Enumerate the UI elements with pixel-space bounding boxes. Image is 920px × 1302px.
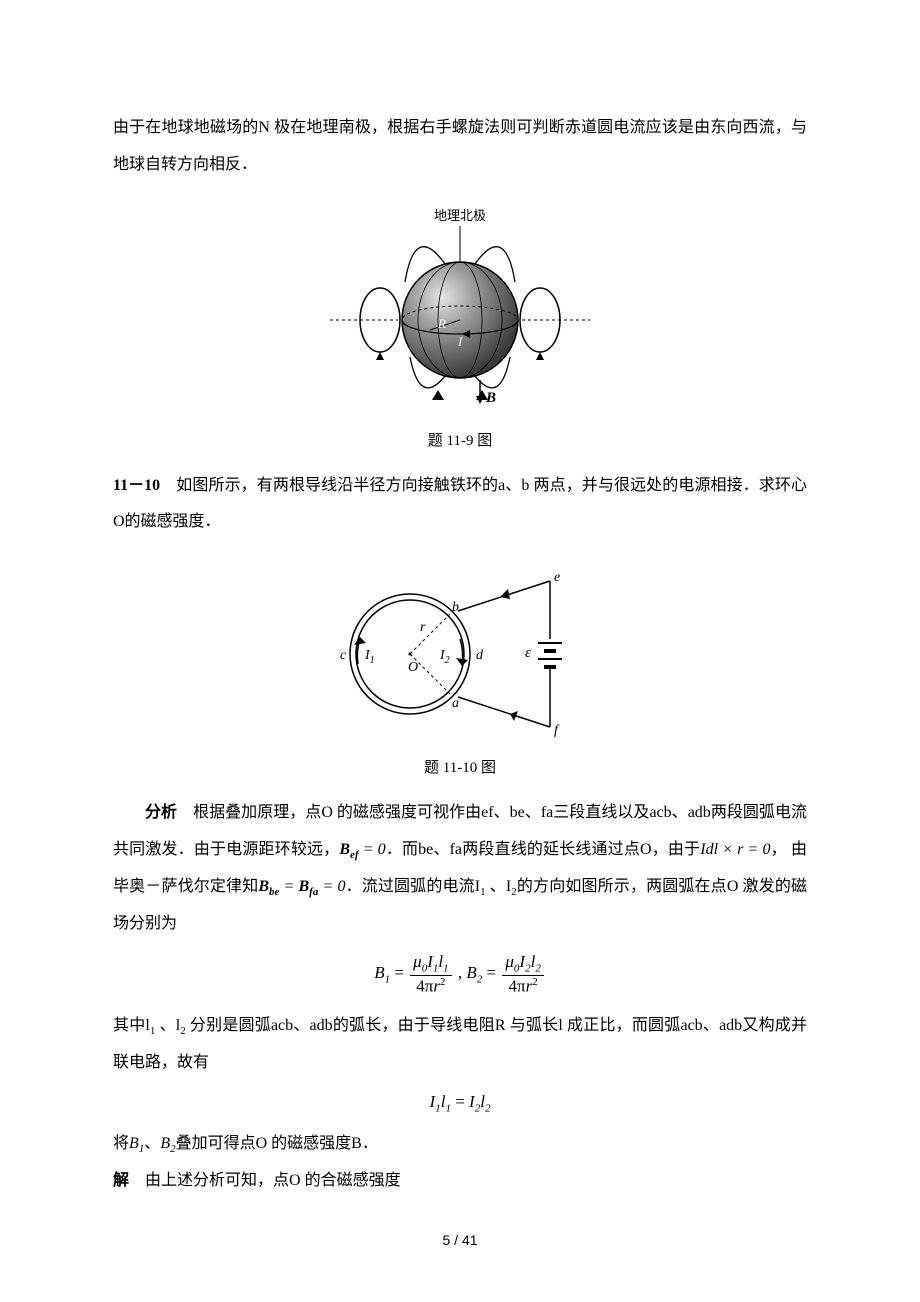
fig2-c: c	[340, 648, 347, 663]
eq-Bef-0: = 0	[359, 841, 386, 858]
eq-Idlr: Idl × r = 0	[700, 841, 770, 858]
fig2-I2: I2	[439, 648, 450, 666]
caption-11-10: 题 11-10 图	[113, 756, 807, 777]
p6: 由上述分析可知，点O 的合磁感强度	[129, 1172, 401, 1189]
fig2-e: e	[554, 570, 560, 585]
para-11-10: 11－10 如图所示，有两根导线沿半径方向接触铁环的a、b 两点，并与很远处的电…	[113, 468, 807, 542]
fig1-B: B	[485, 390, 496, 406]
eq-Bfa-0: = 0	[318, 878, 345, 895]
para-4: 其中l1 、l2 分别是圆弧acb、adb的弧长，由于导线电阻R 与弧长l 成正…	[113, 1008, 807, 1082]
figure-11-10: O r I1 I2 c b a d e f ε	[113, 559, 807, 744]
para-analysis: 分析 根据叠加原理，点O 的磁感强度可视作由ef、be、fa三段直线以及acb、…	[113, 795, 807, 942]
p5-sep: 、	[144, 1135, 160, 1152]
para-1: 由于在地球地磁场的N 极在地理南极，根据右手螺旋法则可判断赤道圆电流应该是由东向…	[113, 110, 807, 184]
fig2-b: b	[452, 600, 459, 615]
eq-Bef: Bef	[339, 841, 358, 858]
fig2-d: d	[476, 648, 484, 663]
fig2-f: f	[554, 723, 560, 738]
figure-11-10-svg: O r I1 I2 c b a d e f ε	[300, 559, 620, 739]
p3e: 、I	[486, 878, 512, 895]
p3b: ．而be、fa两段直线的延长线通过点O，由于	[386, 841, 701, 858]
para-solution: 解 由上述分析可知，点O 的合磁感强度	[113, 1163, 807, 1200]
fig2-r: r	[420, 620, 426, 635]
fig2-O: O	[408, 660, 418, 675]
figure-11-9-svg: R I B 地理北极	[310, 202, 610, 412]
analysis-label: 分析	[145, 804, 177, 821]
solution-label: 解	[113, 1172, 129, 1189]
problem-number: 11－10	[113, 477, 160, 494]
p5-B2: B2	[160, 1135, 175, 1152]
p5b: 叠加可得点O 的磁感强度B．	[176, 1135, 378, 1152]
eq-mid: =	[279, 878, 298, 895]
fig1-R: R	[437, 316, 446, 331]
fig1-I: I	[457, 334, 463, 349]
equation-I1l1-I2l2: I1l1 = I2l2	[113, 1092, 807, 1114]
para-5: 将B1、B2叠加可得点O 的磁感强度B．	[113, 1126, 807, 1163]
fig2-I1: I1	[364, 648, 375, 666]
p4b: 、l	[155, 1017, 180, 1034]
p4c: 分别是圆弧acb、adb的弧长，由于导线电阻R 与弧长l 成正比，而圆弧acb、…	[113, 1017, 807, 1071]
p3d: ．流过圆弧的电流I	[345, 878, 480, 895]
fig2-eps: ε	[525, 645, 531, 661]
p5-B1: B1	[129, 1135, 144, 1152]
eq-Bfa: Bfa	[299, 878, 319, 895]
caption-11-9: 题 11-9 图	[113, 429, 807, 450]
fig1-top-label: 地理北极	[434, 208, 486, 223]
problem-text: 如图所示，有两根导线沿半径方向接触铁环的a、b 两点，并与很远处的电源相接．求环…	[113, 477, 807, 531]
p5a: 将	[113, 1135, 129, 1152]
eq-Bbe: Bbe	[258, 878, 279, 895]
equation-B1-B2: B1 = μ0I1l14πr2 , B2 = μ0I2l24πr2	[113, 952, 807, 996]
fig2-a: a	[452, 696, 459, 711]
figure-11-9: R I B 地理北极	[113, 202, 807, 417]
p4a: 其中l	[113, 1017, 150, 1034]
page-number: 5 / 41	[0, 1232, 920, 1248]
